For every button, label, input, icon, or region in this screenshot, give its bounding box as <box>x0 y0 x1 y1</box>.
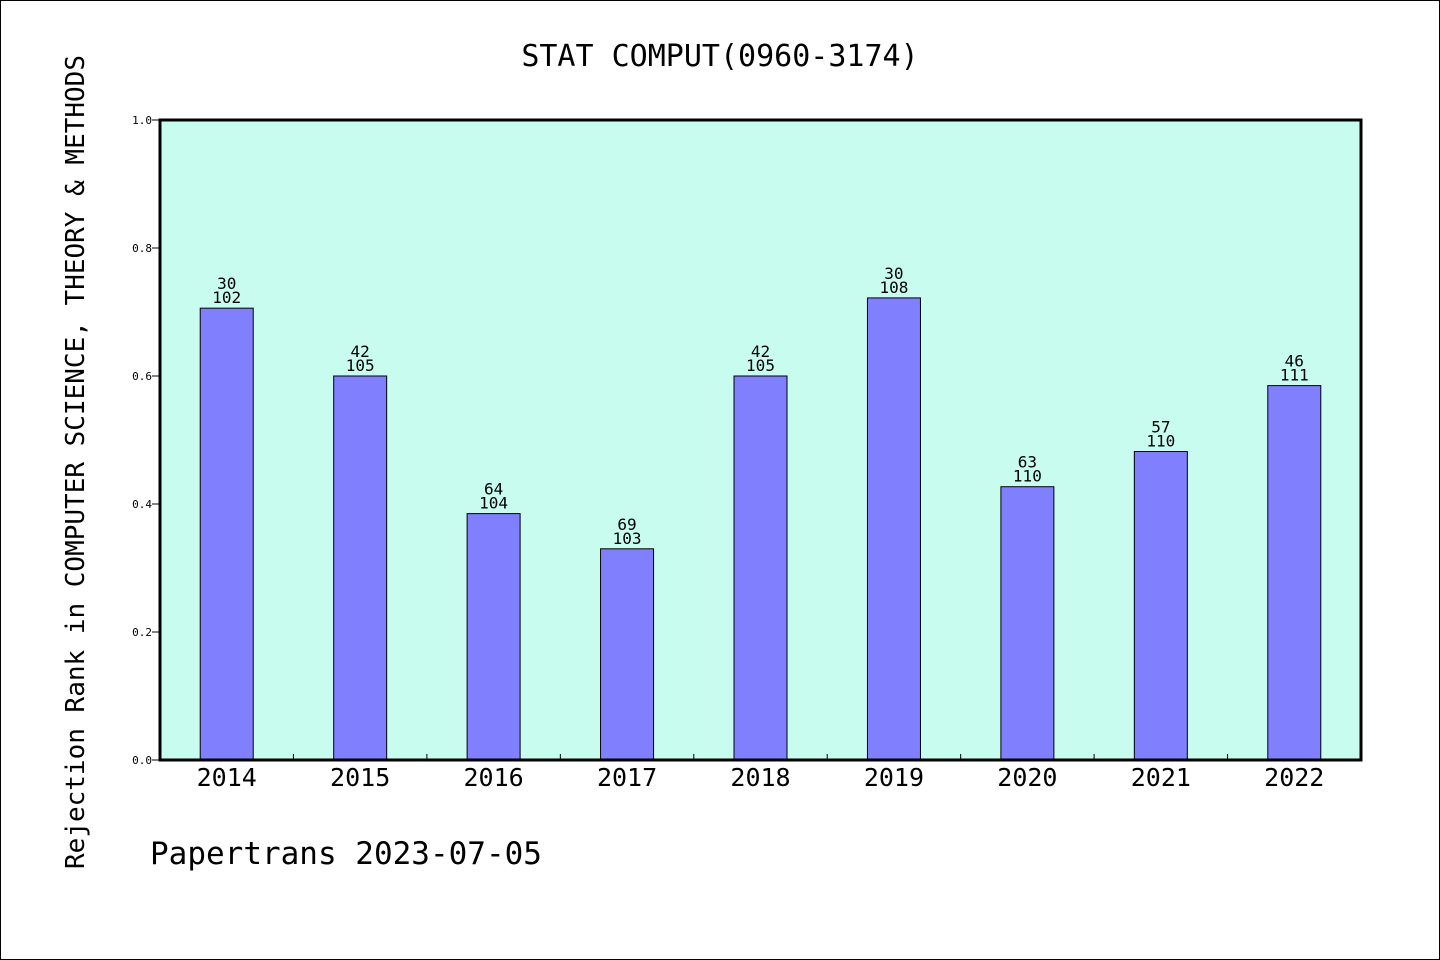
x-tick-label: 2015 <box>330 763 390 792</box>
bar-2021 <box>1133 451 1188 761</box>
bar-label-bottom: 105 <box>346 356 375 375</box>
y-tick-label: 0.8 <box>132 242 152 255</box>
bar-label-top: 64 <box>484 480 503 499</box>
bar-labels: 3010242105641046910342105301086311057110… <box>212 264 1308 548</box>
bar-label-top: 30 <box>884 264 903 283</box>
x-tick-label: 2020 <box>997 763 1057 792</box>
y-tick-label: 0.6 <box>132 370 152 383</box>
bar-label-top: 42 <box>351 342 370 361</box>
bar-2019 <box>866 297 921 761</box>
x-tick-label: 2018 <box>730 763 790 792</box>
bar-label-bottom: 110 <box>1146 432 1175 451</box>
bar-2022 <box>1267 385 1322 761</box>
y-axis: 0.0 0.2 0.4 0.6 0.8 1.0 <box>132 114 160 767</box>
y-tick-label: 0.2 <box>132 626 152 639</box>
bar-2014 <box>199 307 254 761</box>
bar-label-bottom: 104 <box>479 494 508 513</box>
x-axis: 2014 2015 2016 2017 2018 2019 2020 2021 2022 <box>197 754 1324 792</box>
x-tick-label: 2022 <box>1264 763 1324 792</box>
y-axis-label: Rejection Rank in COMPUTER SCIENCE, THEO… <box>61 55 91 869</box>
bar-label-top: 63 <box>1018 453 1037 472</box>
bar-label-bottom: 103 <box>613 529 642 548</box>
bar-label-top: 46 <box>1285 352 1304 371</box>
chart-title: STAT COMPUT(0960-3174) <box>521 39 918 74</box>
footer-text: Papertrans 2023-07-05 <box>150 836 542 872</box>
x-tick-label: 2019 <box>864 763 924 792</box>
x-tick-label: 2021 <box>1131 763 1191 792</box>
x-tick-label: 2016 <box>464 763 524 792</box>
y-tick-label: 0.4 <box>132 498 152 511</box>
y-tick-label: 0.0 <box>132 754 152 767</box>
bar-label-top: 57 <box>1151 418 1170 437</box>
bars <box>199 297 1322 761</box>
plot-border <box>158 118 1363 762</box>
x-tick-label: 2014 <box>197 763 257 792</box>
bar-label-top: 30 <box>217 274 236 293</box>
bar-2017 <box>600 548 655 761</box>
x-tick-label: 2017 <box>597 763 657 792</box>
y-tick-label: 1.0 <box>132 114 152 127</box>
bar-2015 <box>333 375 388 761</box>
bar-label-bottom: 111 <box>1280 366 1309 385</box>
bar-2020 <box>1000 486 1055 761</box>
bar-label-bottom: 102 <box>212 288 241 307</box>
bar-label-bottom: 110 <box>1013 467 1042 486</box>
bar-label-top: 69 <box>617 515 636 534</box>
bar-label-top: 42 <box>751 342 770 361</box>
bar-label-bottom: 105 <box>746 356 775 375</box>
bar-2016 <box>466 513 521 761</box>
bar-2018 <box>733 375 788 761</box>
bar-label-bottom: 108 <box>879 278 908 297</box>
